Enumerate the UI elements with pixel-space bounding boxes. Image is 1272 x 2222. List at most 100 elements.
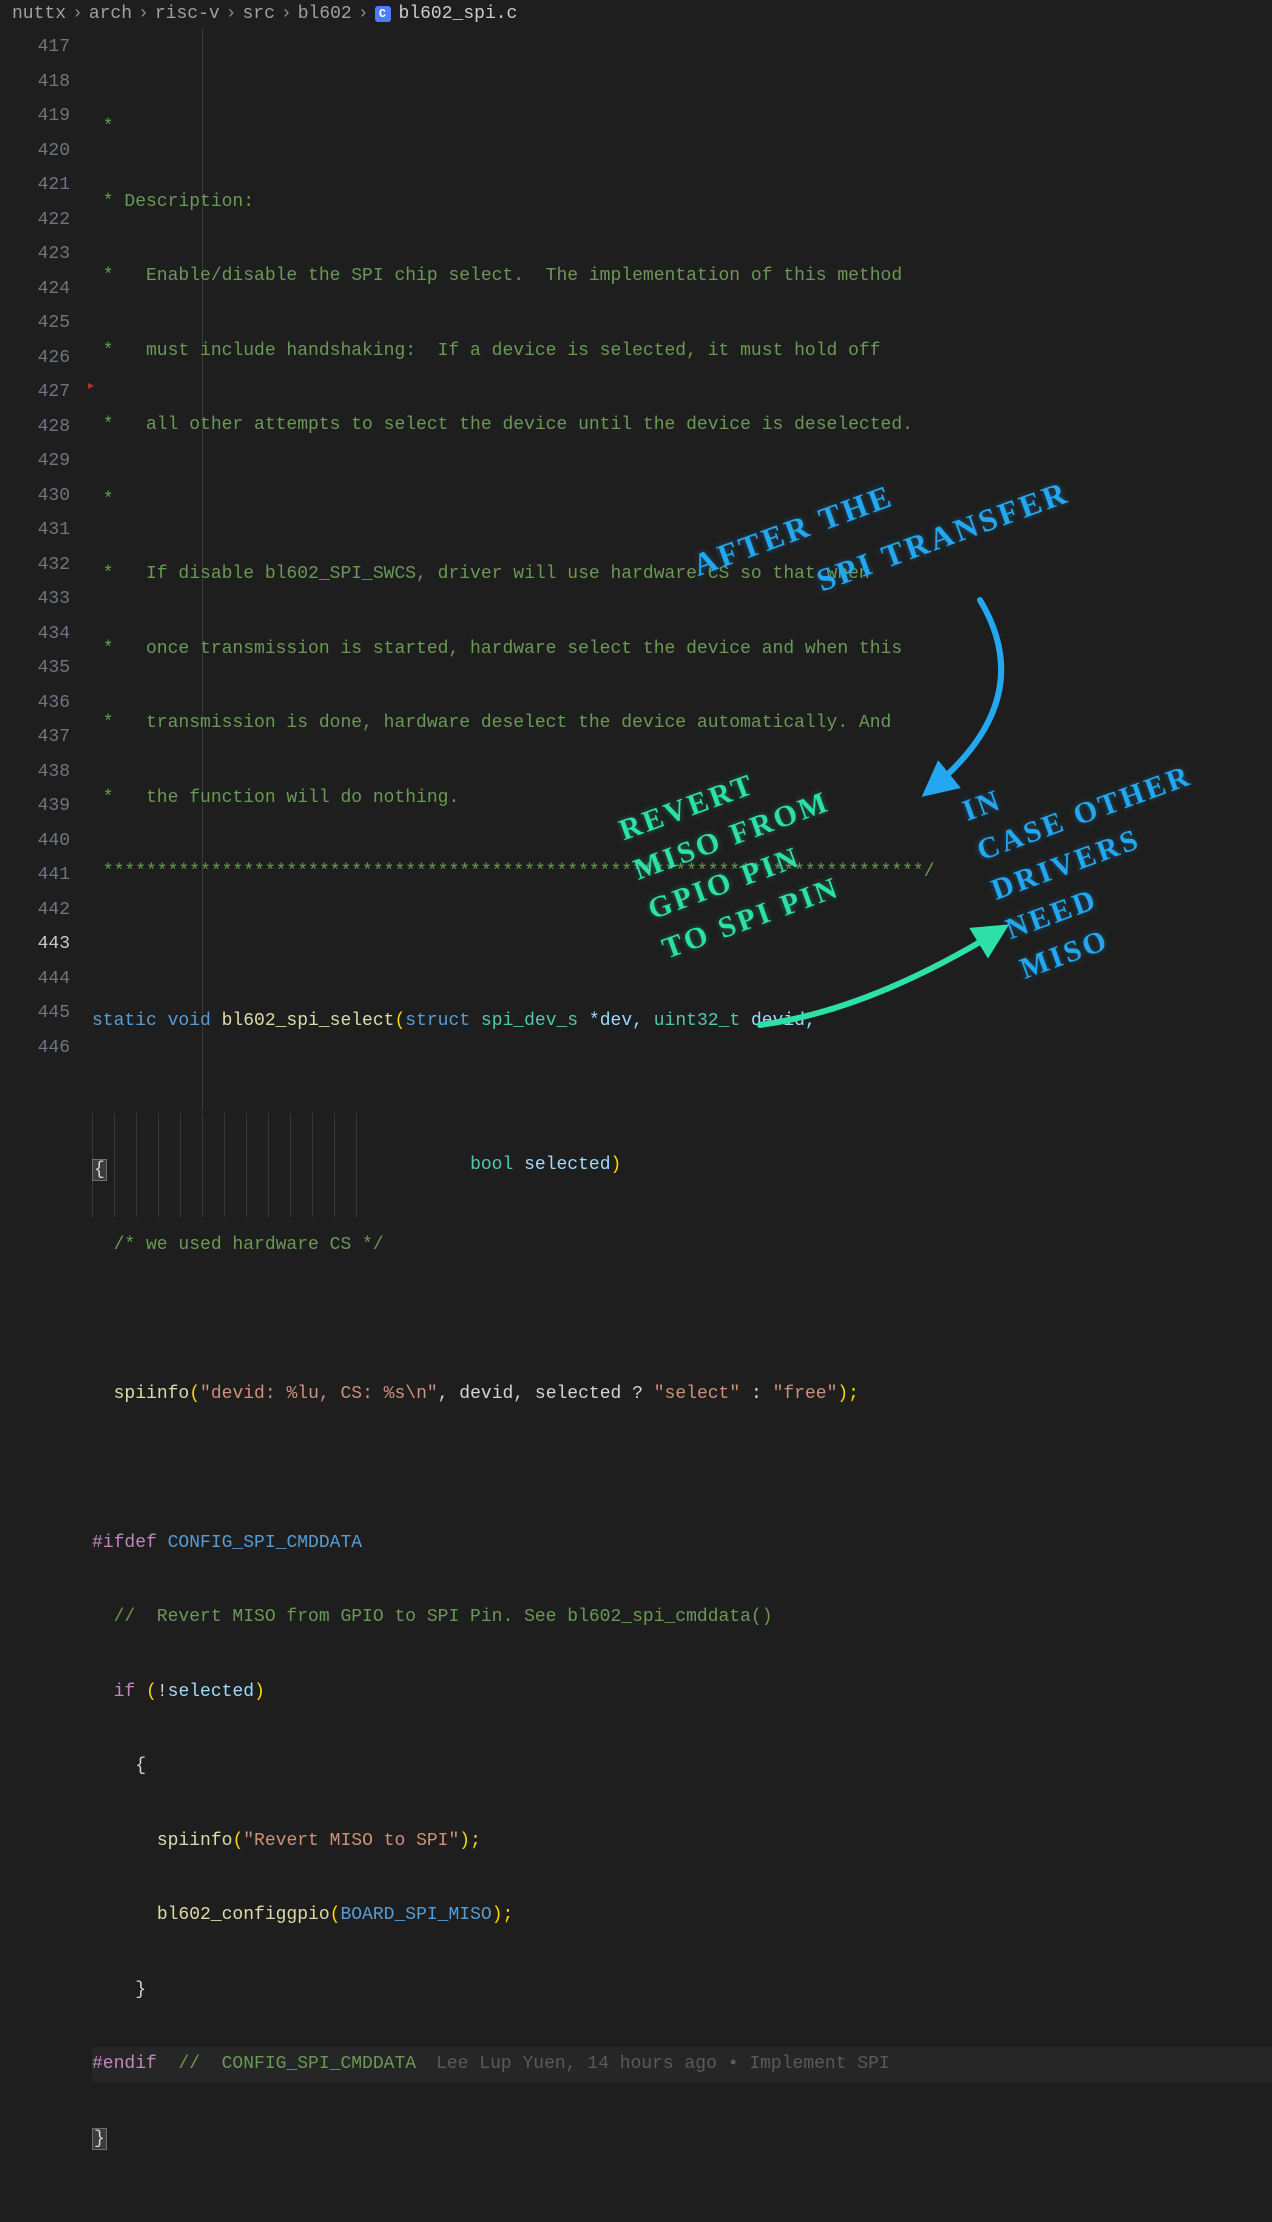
code-text: *dev, (589, 1011, 654, 1031)
line-number: 425 (0, 306, 92, 341)
line-number: 429 (0, 444, 92, 479)
code-text: devid, (751, 1011, 816, 1031)
code-text: * once transmission is started, hardware… (92, 639, 902, 659)
code-text: bl602_configgpio (157, 1905, 330, 1925)
line-number: 434 (0, 617, 92, 652)
code-text: ( (232, 1831, 243, 1851)
code-text (92, 1905, 157, 1925)
code-text: if (114, 1682, 146, 1702)
line-number: 436 (0, 686, 92, 721)
code-text: spiinfo (114, 1384, 190, 1404)
code-text: selected (168, 1682, 254, 1702)
chevron-right-icon: › (226, 4, 237, 24)
line-number: 435 (0, 651, 92, 686)
git-blame-lens[interactable]: Lee Lup Yuen, 14 hours ago • Implement S… (436, 2054, 890, 2074)
code-text (92, 1682, 114, 1702)
line-number: 427 (0, 375, 92, 410)
line-number: 421 (0, 168, 92, 203)
code-text: "select" (654, 1384, 740, 1404)
chevron-right-icon: › (138, 4, 149, 24)
code-text: ( (330, 1905, 341, 1925)
code-text: /* we used hardware CS */ (92, 1235, 384, 1255)
code-text: * all other attempts to select the devic… (92, 415, 913, 435)
code-text: ); (492, 1905, 514, 1925)
code-text: : (740, 1384, 772, 1404)
code-text: ! (157, 1682, 168, 1702)
code-text (92, 1831, 157, 1851)
code-text: ); (459, 1831, 481, 1851)
code-text: #endif (92, 2054, 157, 2074)
code-text: { (92, 1756, 146, 1776)
code-text: } (92, 1980, 146, 2000)
line-number: 439 (0, 789, 92, 824)
breadcrumb[interactable]: nuttx › arch › risc-v › src › bl602 › C … (0, 0, 1272, 28)
code-text: ) (254, 1682, 265, 1702)
line-number: 432 (0, 548, 92, 583)
chevron-right-icon: › (358, 4, 369, 24)
line-number: 430 (0, 479, 92, 514)
line-number: 426 (0, 341, 92, 376)
code-text: ( (189, 1384, 200, 1404)
code-text: BOARD_SPI_MISO (340, 1905, 491, 1925)
code-text: "Revert MISO to SPI" (243, 1831, 459, 1851)
code-text: "free" (773, 1384, 838, 1404)
line-number: 424 (0, 272, 92, 307)
code-editor[interactable]: 417 418 419 420 421 422 423 424 425 426 … (0, 28, 1272, 1111)
code-text: CONFIG_SPI_CMDDATA (168, 1533, 362, 1553)
code-text: } (92, 2128, 107, 2150)
line-number: 428 (0, 410, 92, 445)
crumb-src[interactable]: src (242, 4, 274, 24)
line-number: 446 (0, 1031, 92, 1066)
crumb-nuttx[interactable]: nuttx (12, 4, 66, 24)
line-number: 438 (0, 755, 92, 790)
code-text: #ifdef (92, 1533, 168, 1553)
code-text: { (92, 1159, 107, 1181)
code-text: ); (837, 1384, 859, 1404)
code-text: static void (92, 1011, 222, 1031)
crumb-riscv[interactable]: risc-v (155, 4, 220, 24)
code-text: spi_dev_s (481, 1011, 589, 1031)
code-text: * (92, 117, 114, 137)
code-text: "devid: %lu, CS: %s\n" (200, 1384, 438, 1404)
code-text: * transmission is done, hardware deselec… (92, 713, 891, 733)
code-text: * Enable/disable the SPI chip select. Th… (92, 266, 902, 286)
code-text: ****************************************… (92, 862, 935, 882)
code-text: uint32_t (654, 1011, 751, 1031)
crumb-arch[interactable]: arch (89, 4, 132, 24)
line-number: 437 (0, 720, 92, 755)
code-text: ( (146, 1682, 157, 1702)
line-number-gutter: 417 418 419 420 421 422 423 424 425 426 … (0, 28, 92, 1111)
crumb-file[interactable]: bl602_spi.c (399, 4, 518, 24)
chevron-right-icon: › (281, 4, 292, 24)
line-number: 440 (0, 824, 92, 859)
code-text: spiinfo (157, 1831, 233, 1851)
line-number: 443 (0, 927, 92, 962)
code-text: * the function will do nothing. (92, 788, 459, 808)
code-area[interactable]: * * Description: * Enable/disable the SP… (92, 28, 1272, 1111)
code-text (92, 1384, 114, 1404)
code-text: // Revert MISO from GPIO to SPI Pin. See… (92, 1607, 773, 1627)
line-number: 420 (0, 134, 92, 169)
line-number: 418 (0, 65, 92, 100)
line-number: 433 (0, 582, 92, 617)
chevron-right-icon: › (72, 4, 83, 24)
code-text: * (92, 490, 114, 510)
code-text: * If disable bl602_SPI_SWCS, driver will… (92, 564, 870, 584)
line-number: 419 (0, 99, 92, 134)
code-text: // CONFIG_SPI_CMDDATA (157, 2054, 416, 2074)
line-number: 444 (0, 962, 92, 997)
line-number: 422 (0, 203, 92, 238)
line-number: 417 (0, 30, 92, 65)
code-text: struct (405, 1011, 481, 1031)
crumb-bl602[interactable]: bl602 (298, 4, 352, 24)
line-number: 431 (0, 513, 92, 548)
line-number: 423 (0, 237, 92, 272)
code-text: ( (394, 1011, 405, 1031)
line-number: 442 (0, 893, 92, 928)
line-number: 445 (0, 996, 92, 1031)
c-file-icon: C (375, 6, 391, 22)
code-text: bl602_spi_select (222, 1011, 395, 1031)
code-text: * must include handshaking: If a device … (92, 341, 881, 361)
line-number: 441 (0, 858, 92, 893)
code-text: , devid, selected ? (438, 1384, 654, 1404)
